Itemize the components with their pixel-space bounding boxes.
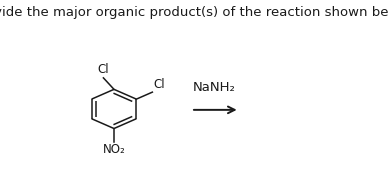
Text: Cl: Cl: [97, 63, 109, 76]
Text: Provide the major organic product(s) of the reaction shown below.: Provide the major organic product(s) of …: [0, 6, 388, 19]
Text: Cl: Cl: [154, 78, 165, 91]
Text: NO₂: NO₂: [102, 143, 125, 156]
Text: NaNH₂: NaNH₂: [193, 81, 236, 94]
